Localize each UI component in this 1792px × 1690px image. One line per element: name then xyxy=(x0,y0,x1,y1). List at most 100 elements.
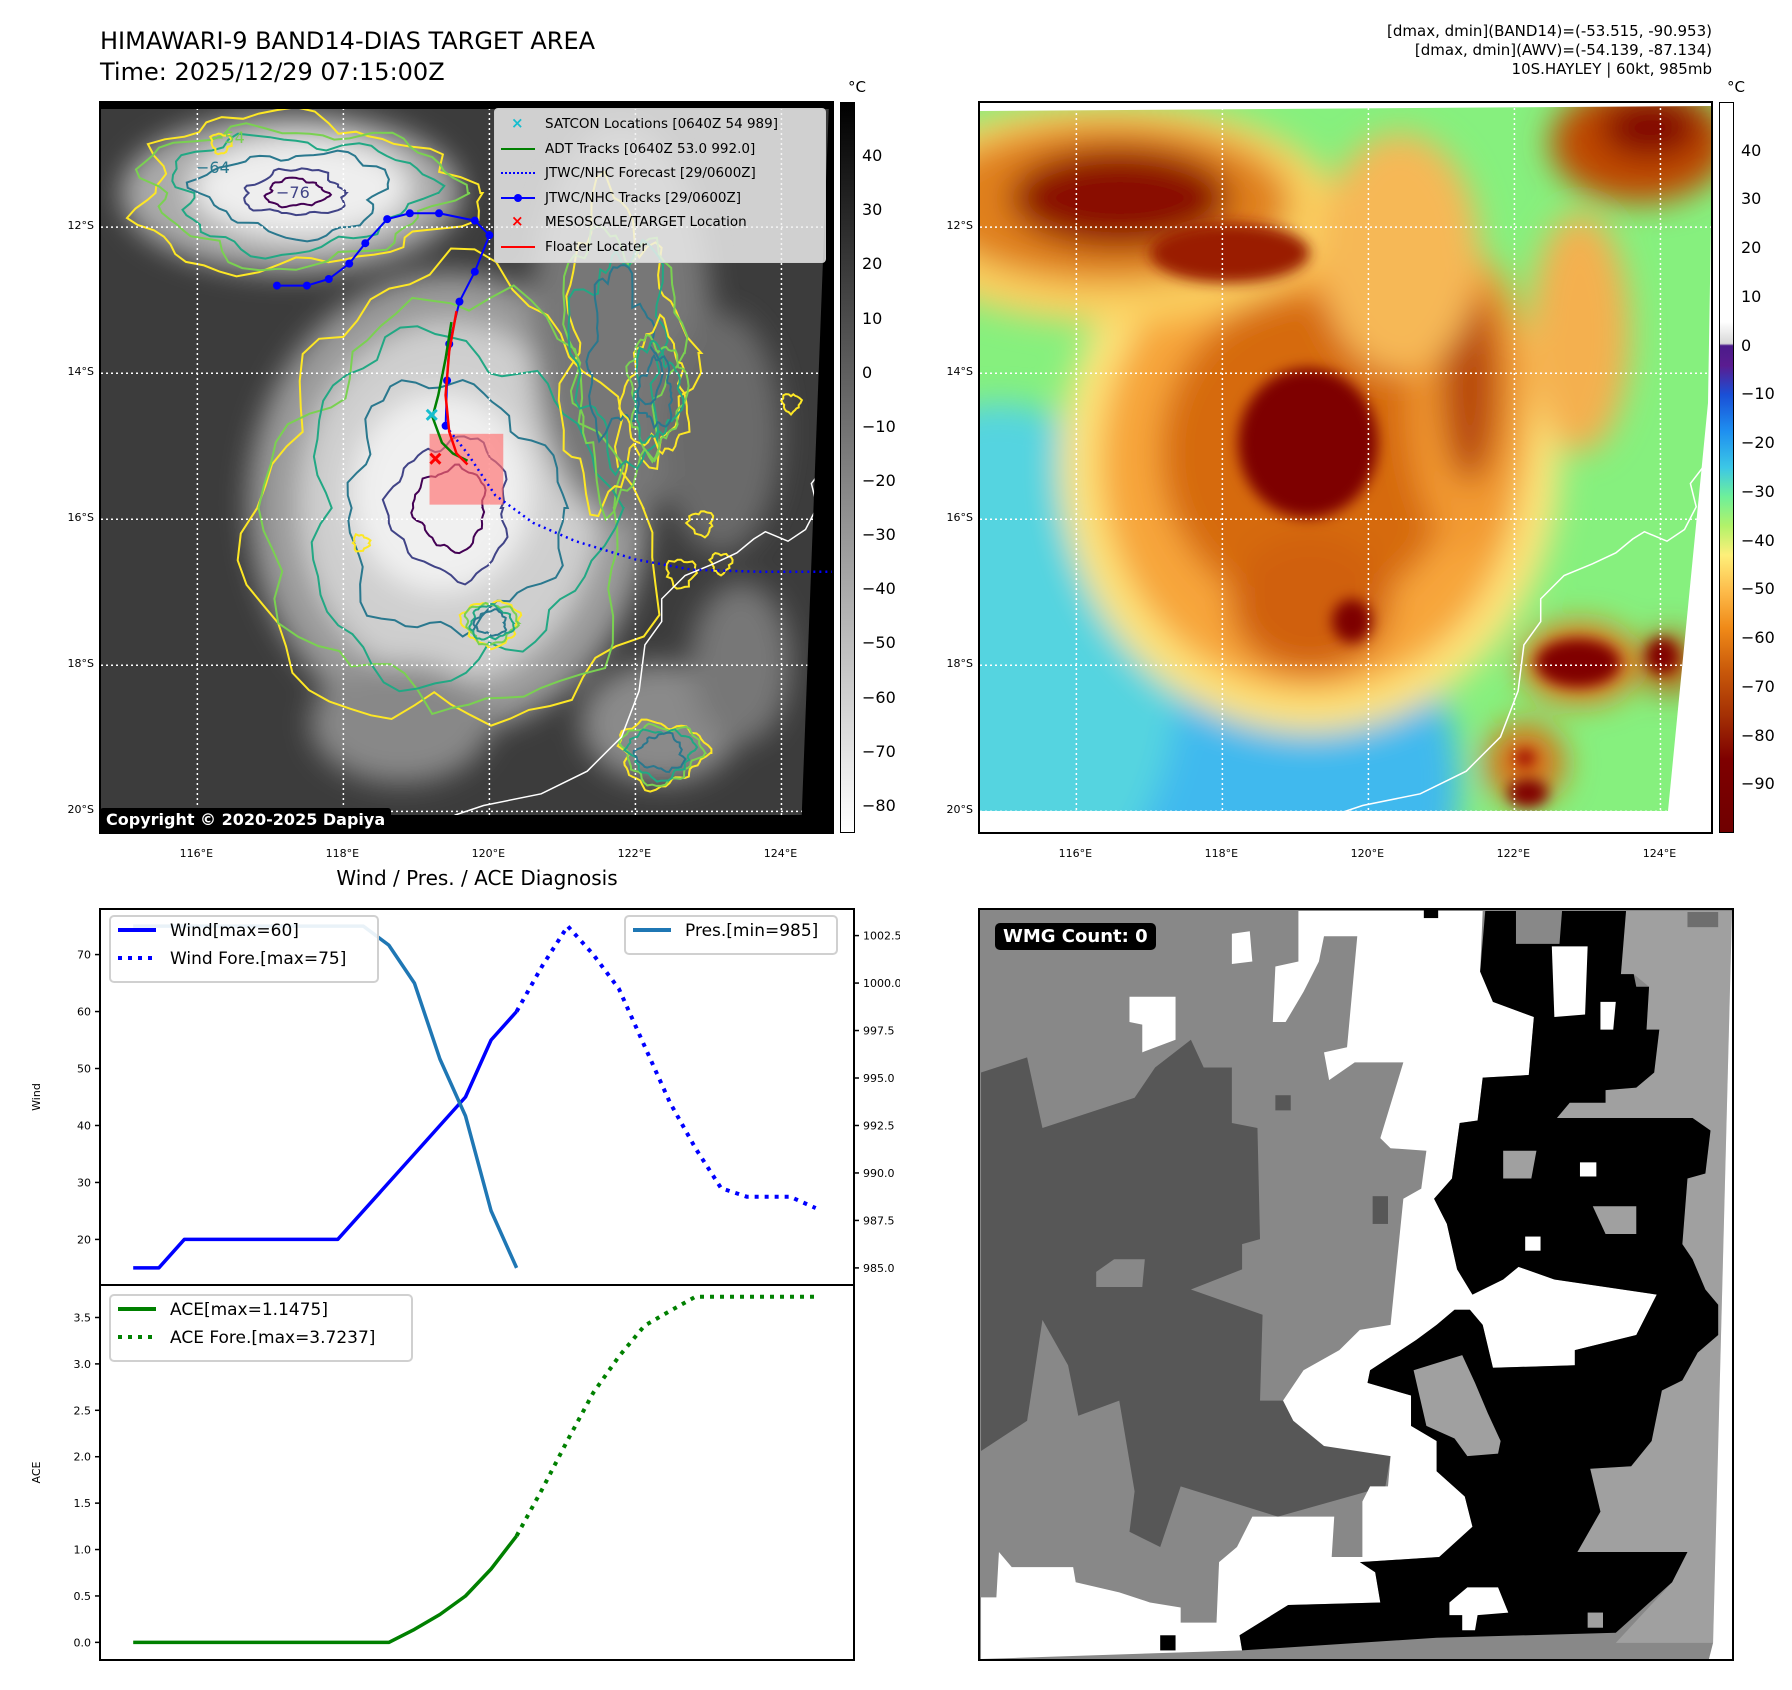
contour-label: −54 xyxy=(211,128,245,147)
y-right-tick-label: 985.0 xyxy=(863,1262,895,1275)
jtwc-track-point xyxy=(324,274,333,283)
y-axis-label: Wind xyxy=(30,1083,43,1111)
lat-tick-label: 20°S xyxy=(946,803,973,817)
contour-line xyxy=(468,602,516,641)
awv-colorbar xyxy=(1719,102,1734,833)
colorbar-tick-label: −80 xyxy=(862,795,896,815)
target-location-marker xyxy=(429,452,442,465)
jtwc-track-point xyxy=(272,281,281,290)
y-right-tick-label: 990.0 xyxy=(863,1167,895,1180)
legend-symbol-icon xyxy=(501,167,535,179)
contour-line xyxy=(134,122,471,272)
contour-line xyxy=(125,106,485,278)
cloud-region xyxy=(311,663,491,783)
colorbar-tick-label: −30 xyxy=(1741,481,1775,501)
cold-cloud-region xyxy=(1010,148,1230,248)
floater-track-line xyxy=(444,310,469,466)
colorbar-tick-label: 40 xyxy=(862,146,883,166)
jtwc-track-point xyxy=(383,215,392,224)
wind-pres-ace-chart: 20 30 40 50 60 70 Wind 985.0 987.5 990.0 992.5 995.… xyxy=(30,908,900,1661)
legend-label: MESOSCALE/TARGET Location xyxy=(545,214,747,231)
jtwc-track-point xyxy=(435,209,444,218)
lon-tick-label: 122°E xyxy=(1496,847,1531,860)
lon-tick-label: 120°E xyxy=(471,847,506,860)
cold-core-region xyxy=(1508,779,1548,807)
coastline xyxy=(1317,452,1711,832)
cold-core-region xyxy=(1238,368,1378,518)
cold-core-region xyxy=(1646,638,1678,674)
contour-line xyxy=(625,333,690,464)
stats-awv: [dmax, dmin](AWV)=(-54.139, -87.134) xyxy=(1414,41,1712,59)
legend-symbol-icon xyxy=(501,241,535,253)
lat-tick-label: 18°S xyxy=(67,657,94,671)
ir-colorbar xyxy=(840,102,855,833)
contour-line xyxy=(208,132,233,156)
y-tick-label: 0.0 xyxy=(74,1636,92,1649)
no-data-region xyxy=(980,811,1711,832)
jtwc-track-point xyxy=(455,297,464,306)
contour-line xyxy=(458,599,523,651)
colorbar-tick-label: −10 xyxy=(862,416,896,436)
jtwc-track-point xyxy=(302,281,311,290)
y-right-tick-label: 987.5 xyxy=(863,1214,895,1227)
no-data-region xyxy=(980,103,1711,111)
colorbar-tick-label: −50 xyxy=(862,633,896,653)
lon-tick-label: 116°E xyxy=(179,847,214,860)
legend-label: Pres.[min=985] xyxy=(685,921,818,941)
cold-core-region xyxy=(1536,639,1620,687)
colorbar-tick-label: −70 xyxy=(1741,676,1775,696)
wmg-count-badge: WMG Count: 0 xyxy=(995,923,1156,950)
contour-line xyxy=(263,176,333,209)
right-colorbar-unit: °C xyxy=(1727,78,1745,96)
legend-label: JTWC/NHC Tracks [29/0600Z] xyxy=(545,189,742,206)
lat-tick-label: 20°S xyxy=(67,803,94,817)
contour-line xyxy=(472,608,508,637)
contour-line xyxy=(618,313,691,456)
figure-title: HIMAWARI-9 BAND14-DIAS TARGET AREA Time: … xyxy=(100,26,595,88)
legend-symbol-icon xyxy=(501,192,535,204)
y-tick-label: 20 xyxy=(77,1233,91,1246)
target-area-box xyxy=(429,433,504,505)
legend-symbol-icon: × xyxy=(511,114,524,133)
y-right-tick-label: 1002.5 xyxy=(863,930,900,943)
contour-line xyxy=(185,149,390,243)
legend-label: Wind[max=60] xyxy=(170,921,299,941)
y-right-tick-label: 997.5 xyxy=(863,1025,895,1038)
y-right-tick-label: 992.5 xyxy=(863,1119,895,1132)
lat-tick-label: 14°S xyxy=(67,365,94,379)
legend-symbol-icon xyxy=(501,143,535,155)
legend-entry: × SATCON Locations [0640Z 54 989] xyxy=(501,112,819,137)
lon-tick-label: 120°E xyxy=(1350,847,1385,860)
legend-entry: × MESOSCALE/TARGET Location xyxy=(501,210,819,235)
legend-label: ACE Fore.[max=3.7237] xyxy=(170,1328,375,1348)
map-legend: × SATCON Locations [0640Z 54 989] ADT Trac… xyxy=(494,108,826,263)
no-data-region xyxy=(1668,223,1711,832)
awv-core-layer xyxy=(1150,223,1678,807)
colorbar-tick-label: 10 xyxy=(862,308,883,328)
satcon-location-marker xyxy=(425,408,438,421)
lat-tick-label: 14°S xyxy=(946,365,973,379)
colorbar-tick-label: −10 xyxy=(1741,384,1775,404)
legend-entry: JTWC/NHC Tracks [29/0600Z] xyxy=(501,186,819,211)
y-right-tick-label: 995.0 xyxy=(863,1072,895,1085)
y-tick-label: 2.0 xyxy=(74,1451,92,1464)
y-right-tick-label: 1000.0 xyxy=(863,977,900,990)
y-tick-label: 70 xyxy=(77,949,91,962)
contour-line xyxy=(684,510,715,539)
colorbar-tick-label: −20 xyxy=(1741,433,1775,453)
series-line-wind xyxy=(133,1010,518,1270)
copyright-badge: Copyright © 2020-2025 Dapiya xyxy=(100,808,392,831)
contour-line xyxy=(171,132,446,260)
y-tick-label: 3.5 xyxy=(74,1311,92,1324)
lat-tick-label: 16°S xyxy=(946,511,973,525)
legend-label: SATCON Locations [0640Z 54 989] xyxy=(545,116,778,133)
legend-label: JTWC/NHC Forecast [29/0600Z] xyxy=(545,165,756,182)
colorbar-tick-label: 30 xyxy=(862,200,883,220)
contour-label: −64 xyxy=(196,158,230,177)
colorbar-tick-label: −40 xyxy=(862,579,896,599)
lat-tick-label: 16°S xyxy=(67,511,94,525)
colorbar-tick-label: −90 xyxy=(1741,774,1775,794)
left-colorbar-unit: °C xyxy=(848,78,866,96)
legend-label: Floater Locater xyxy=(545,238,647,255)
y-tick-label: 50 xyxy=(77,1063,91,1076)
